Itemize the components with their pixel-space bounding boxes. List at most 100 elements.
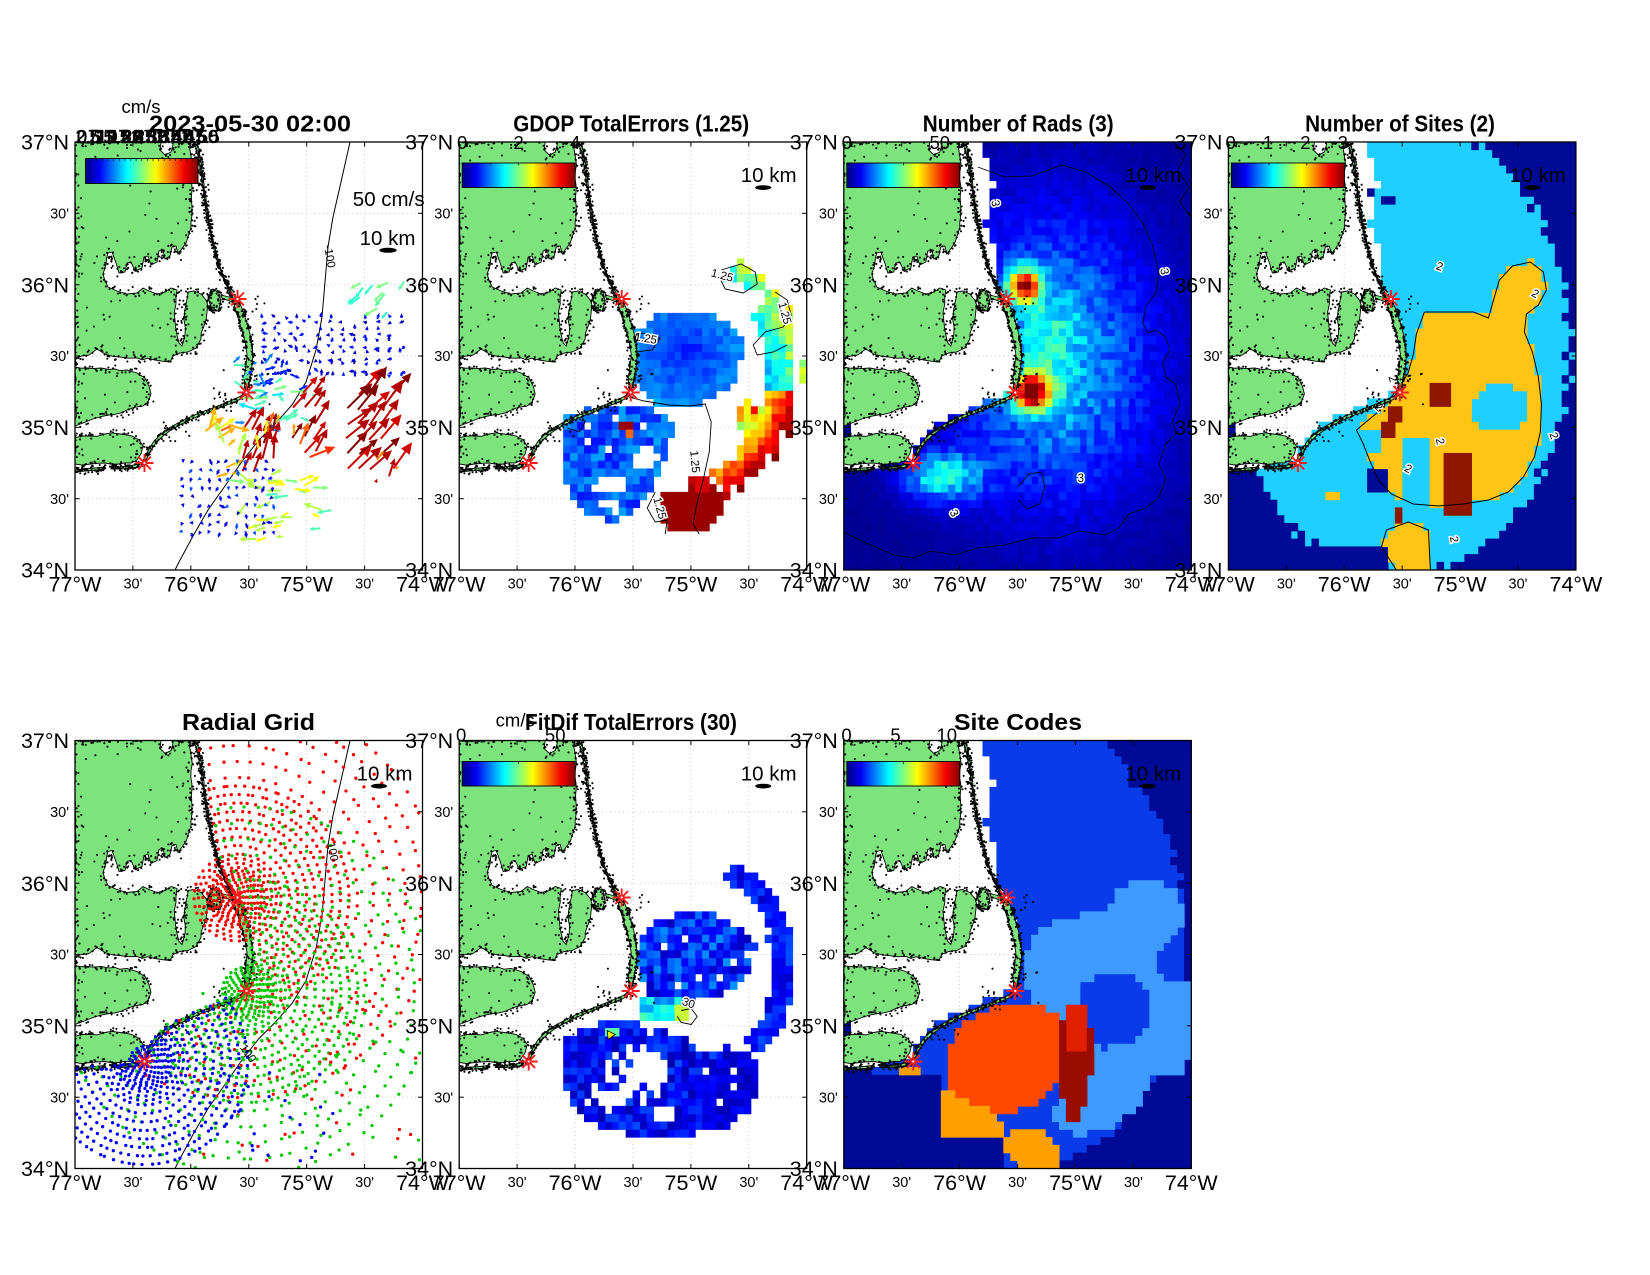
svg-text:3: 3 <box>1157 267 1170 275</box>
svg-text:0: 0 <box>456 725 466 746</box>
svg-text:30': 30' <box>819 1090 838 1106</box>
svg-text:30': 30' <box>239 1175 258 1191</box>
svg-text:37°N: 37°N <box>21 131 69 155</box>
svg-text:75°W: 75°W <box>664 1171 718 1195</box>
svg-text:75°W: 75°W <box>664 573 718 597</box>
svg-text:10 km: 10 km <box>741 763 797 786</box>
svg-text:30': 30' <box>434 207 453 223</box>
svg-text:30': 30' <box>892 577 911 593</box>
svg-text:30': 30' <box>819 349 838 365</box>
svg-text:Number of Sites (2): Number of Sites (2) <box>1305 110 1495 136</box>
svg-text:30': 30' <box>355 577 374 593</box>
svg-text:10 km: 10 km <box>1510 164 1566 187</box>
svg-text:2023-05-30 02:00: 2023-05-30 02:00 <box>149 111 351 137</box>
svg-text:3: 3 <box>1078 473 1084 485</box>
svg-text:cm/s: cm/s <box>121 96 160 117</box>
svg-text:76°W: 76°W <box>1318 573 1372 597</box>
svg-text:1.25: 1.25 <box>687 450 701 473</box>
svg-text:35°N: 35°N <box>21 416 69 440</box>
svg-text:7.5: 7.5 <box>88 126 114 147</box>
svg-text:1: 1 <box>1263 132 1273 153</box>
svg-text:76°W: 76°W <box>549 1171 603 1195</box>
svg-text:30': 30' <box>1509 577 1528 593</box>
svg-text:30': 30' <box>1124 577 1143 593</box>
svg-text:10 km: 10 km <box>357 763 413 786</box>
svg-text:74°W: 74°W <box>396 573 450 597</box>
svg-text:30': 30' <box>50 1090 69 1106</box>
svg-text:50: 50 <box>930 132 951 153</box>
svg-text:30': 30' <box>50 207 69 223</box>
svg-text:2.5: 2.5 <box>75 126 101 147</box>
svg-text:4: 4 <box>570 132 580 153</box>
svg-text:75°W: 75°W <box>280 573 334 597</box>
svg-text:30': 30' <box>50 492 69 508</box>
svg-text:34°N: 34°N <box>405 1157 453 1181</box>
svg-text:30': 30' <box>434 492 453 508</box>
svg-text:77°W: 77°W <box>49 573 103 597</box>
svg-text:77°W: 77°W <box>433 573 487 597</box>
svg-text:50 cm/s: 50 cm/s <box>353 188 425 211</box>
svg-text:Site Codes: Site Codes <box>954 710 1082 736</box>
svg-text:35°N: 35°N <box>405 1015 453 1039</box>
svg-text:Number of Rads (3): Number of Rads (3) <box>923 110 1114 136</box>
svg-text:35: 35 <box>160 126 181 147</box>
svg-text:75°W: 75°W <box>1049 573 1103 597</box>
svg-text:FitDif TotalErrors (30): FitDif TotalErrors (30) <box>525 709 737 735</box>
svg-text:37°N: 37°N <box>405 131 453 155</box>
svg-text:34°N: 34°N <box>790 1157 838 1181</box>
svg-text:20: 20 <box>122 126 143 147</box>
svg-text:30': 30' <box>739 577 758 593</box>
svg-text:17.5: 17.5 <box>108 126 144 147</box>
svg-text:76°W: 76°W <box>933 1171 987 1195</box>
svg-text:36°N: 36°N <box>405 273 453 297</box>
svg-text:3: 3 <box>988 199 1001 207</box>
svg-text:42.5: 42.5 <box>171 126 207 147</box>
svg-text:76°W: 76°W <box>164 1171 218 1195</box>
svg-text:30': 30' <box>239 577 258 593</box>
svg-text:47.5: 47.5 <box>184 126 220 147</box>
svg-text:76°W: 76°W <box>933 573 987 597</box>
svg-text:74°W: 74°W <box>1165 573 1219 597</box>
svg-text:30': 30' <box>434 805 453 821</box>
svg-text:12.5: 12.5 <box>95 126 131 147</box>
svg-text:Radial Grid: Radial Grid <box>182 710 315 736</box>
svg-text:37°N: 37°N <box>21 729 69 753</box>
svg-text:30': 30' <box>123 577 142 593</box>
svg-text:35°N: 35°N <box>790 416 838 440</box>
svg-text:30': 30' <box>1124 1175 1143 1191</box>
svg-text:2: 2 <box>1433 437 1446 445</box>
svg-text:10 km: 10 km <box>1125 763 1181 786</box>
svg-text:30': 30' <box>434 349 453 365</box>
svg-text:30': 30' <box>508 1175 527 1191</box>
svg-text:30': 30' <box>892 1175 911 1191</box>
svg-text:30': 30' <box>1203 207 1222 223</box>
svg-text:10: 10 <box>97 126 118 147</box>
svg-text:35°N: 35°N <box>1174 416 1222 440</box>
svg-text:0: 0 <box>842 132 852 153</box>
svg-text:74°W: 74°W <box>396 1171 450 1195</box>
svg-text:25: 25 <box>135 126 156 147</box>
svg-text:100: 100 <box>324 841 340 862</box>
svg-text:74°W: 74°W <box>1549 573 1603 597</box>
svg-text:30': 30' <box>819 948 838 964</box>
svg-text:30': 30' <box>819 492 838 508</box>
svg-text:77°W: 77°W <box>1202 573 1256 597</box>
svg-text:35°N: 35°N <box>21 1015 69 1039</box>
svg-text:15: 15 <box>110 126 131 147</box>
svg-text:30': 30' <box>508 577 527 593</box>
svg-text:30': 30' <box>1277 577 1296 593</box>
svg-text:30': 30' <box>1393 577 1412 593</box>
svg-text:77°W: 77°W <box>433 1171 487 1195</box>
svg-text:37.5: 37.5 <box>158 126 194 147</box>
svg-text:1.25: 1.25 <box>634 331 658 347</box>
svg-text:0: 0 <box>841 725 851 746</box>
svg-text:30': 30' <box>624 577 643 593</box>
svg-text:34°N: 34°N <box>1174 559 1222 583</box>
svg-text:37°N: 37°N <box>790 729 838 753</box>
svg-text:30': 30' <box>1203 349 1222 365</box>
svg-text:10 km: 10 km <box>360 227 416 250</box>
svg-text:GDOP TotalErrors (1.25): GDOP TotalErrors (1.25) <box>513 110 749 136</box>
svg-text:10: 10 <box>937 725 958 746</box>
svg-text:50: 50 <box>545 725 566 746</box>
svg-text:30': 30' <box>819 805 838 821</box>
